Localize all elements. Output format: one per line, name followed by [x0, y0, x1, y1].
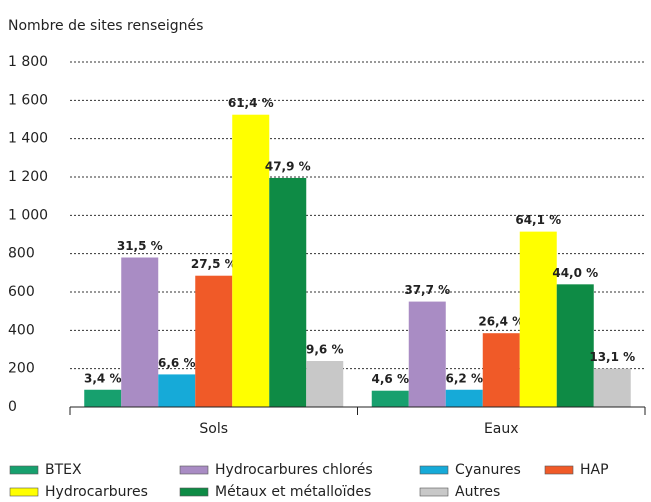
bar — [195, 275, 233, 407]
bar — [445, 389, 483, 407]
legend-swatch — [544, 465, 574, 475]
bar — [306, 361, 344, 407]
legend-swatch — [179, 465, 209, 475]
legend-swatch — [9, 487, 39, 497]
bar — [84, 389, 122, 407]
value-label: 9,6 % — [306, 343, 343, 357]
y-tick-label: 1 800 — [8, 54, 48, 70]
bar — [593, 368, 631, 407]
legend-label: Autres — [455, 484, 500, 500]
bar — [371, 390, 409, 407]
bar — [158, 374, 196, 407]
bar — [519, 231, 557, 407]
bar — [269, 177, 307, 407]
y-tick-label: 600 — [8, 284, 35, 300]
value-label: 4,6 % — [372, 372, 409, 386]
legend-label: BTEX — [45, 462, 82, 478]
legend-swatch — [9, 465, 39, 475]
value-label: 44,0 % — [552, 266, 598, 280]
y-tick-label: 400 — [8, 322, 35, 338]
value-label: 3,4 % — [84, 371, 121, 385]
legend-label: Cyanures — [455, 462, 521, 478]
y-tick-label: 200 — [8, 361, 35, 377]
bar — [482, 333, 520, 407]
value-label: 64,1 % — [515, 213, 561, 227]
bar — [408, 301, 446, 407]
bar — [121, 257, 159, 407]
legend-swatch — [179, 487, 209, 497]
value-label: 6,6 % — [158, 356, 195, 370]
legend-swatch — [419, 487, 449, 497]
value-label: 27,5 % — [191, 257, 237, 271]
bar — [232, 114, 270, 407]
legend-swatch — [419, 465, 449, 475]
x-tick-label: Eaux — [484, 421, 519, 437]
x-tick-label: Sols — [199, 421, 228, 437]
bar — [556, 284, 594, 407]
value-label: 61,4 % — [228, 96, 274, 110]
legend-label: Métaux et métalloïdes — [215, 484, 371, 500]
y-tick-label: 800 — [8, 246, 35, 262]
legend-label: Hydrocarbures chlorés — [215, 462, 373, 478]
y-tick-label: 1 400 — [8, 131, 48, 147]
y-tick-label: 0 — [8, 399, 17, 415]
y-tick-label: 1 200 — [8, 169, 48, 185]
legend-label: Hydrocarbures — [45, 484, 148, 500]
value-label: 6,2 % — [446, 371, 483, 385]
value-label: 26,4 % — [478, 315, 524, 329]
value-label: 47,9 % — [265, 159, 311, 173]
y-tick-label: 1 600 — [8, 92, 48, 108]
value-label: 13,1 % — [589, 350, 635, 364]
value-label: 31,5 % — [117, 239, 163, 253]
value-label: 37,7 % — [404, 283, 450, 297]
y-tick-label: 1 000 — [8, 207, 48, 223]
legend-label: HAP — [580, 462, 609, 478]
chart-title: Nombre de sites renseignés — [8, 18, 203, 34]
